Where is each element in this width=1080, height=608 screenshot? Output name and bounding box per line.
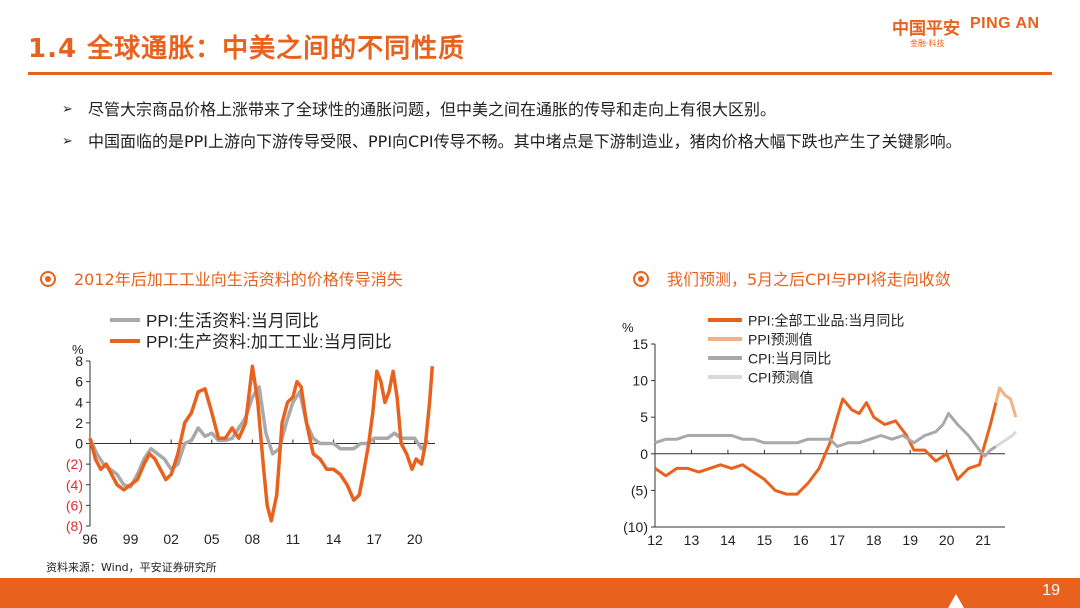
x-tick-label: 21 xyxy=(975,532,991,548)
series-line-1 xyxy=(88,385,430,489)
source-note: 资料来源：Wind，平安证券研究所 xyxy=(46,561,217,574)
y-tick-label: (5) xyxy=(631,482,648,498)
x-tick-label: 17 xyxy=(830,532,846,548)
header-divider xyxy=(28,72,1052,75)
series-line-1 xyxy=(654,397,998,496)
page-number: 19 xyxy=(1042,582,1060,599)
x-tick-label: 13 xyxy=(684,532,700,548)
y-tick-label: 10 xyxy=(632,373,648,389)
series-line-2 xyxy=(994,386,1018,418)
legend-label: CPI:当月同比 xyxy=(748,350,831,366)
y-tick-label: (4) xyxy=(66,477,83,493)
bullet-text: 中国面临的是PPI上游向下游传导受限、PPI向CPI传导不畅。其中堵点是下游制造… xyxy=(88,132,962,151)
arrow-right-icon: ➢ xyxy=(62,102,73,117)
y-tick-label: (2) xyxy=(66,456,83,472)
legend-label: PPI:全部工业品:当月同比 xyxy=(748,312,904,328)
logo-subtitle: 金融·科技 xyxy=(910,39,945,48)
legend-label: CPI预测值 xyxy=(748,369,813,385)
x-tick-label: 20 xyxy=(939,532,955,548)
page-title: 1.4 全球通胀：中美之间的不同性质 xyxy=(28,34,466,64)
y-tick-label: 4 xyxy=(75,394,83,410)
x-tick-label: 05 xyxy=(204,531,220,547)
x-tick-label: 02 xyxy=(163,531,179,547)
x-tick-label: 18 xyxy=(866,532,882,548)
y-tick-label: (6) xyxy=(66,497,83,513)
arrow-right-icon: ➢ xyxy=(62,134,73,149)
x-tick-label: 11 xyxy=(286,531,301,547)
footer-bar xyxy=(0,578,1080,608)
target-icon xyxy=(633,271,649,287)
chart-2-title-text: 我们预测，5月之后CPI与PPI将走向收敛 xyxy=(667,270,951,289)
x-tick-label: 14 xyxy=(720,532,736,548)
y-tick-label: 0 xyxy=(640,446,648,462)
y-tick-label: 15 xyxy=(632,336,648,352)
pingan-logo: 中国平安 PING AN 金融·科技 xyxy=(892,14,1062,54)
y-unit-label: % xyxy=(72,342,84,357)
bullet-item: ➢ 尽管大宗商品价格上涨带来了全球性的通胀问题，但中美之间在通胀的传导和走向上有… xyxy=(62,94,1052,126)
x-tick-label: 12 xyxy=(647,532,663,548)
bullet-item: ➢ 中国面临的是PPI上游向下游传导受限、PPI向CPI传导不畅。其中堵点是下游… xyxy=(62,126,1052,158)
bullet-text: 尽管大宗商品价格上涨带来了全球性的通胀问题，但中美之间在通胀的传导和走向上有很大… xyxy=(88,100,777,119)
chart-2-title: 我们预测，5月之后CPI与PPI将走向收敛 xyxy=(633,266,951,290)
chart-1-title-text: 2012年后加工工业向生活资料的价格传导消失 xyxy=(74,270,403,289)
x-tick-label: 96 xyxy=(82,531,98,547)
target-icon xyxy=(40,271,56,287)
y-tick-label: 8 xyxy=(75,353,83,369)
y-unit-label: % xyxy=(622,320,634,335)
y-tick-label: 6 xyxy=(75,374,83,390)
x-tick-label: 08 xyxy=(245,531,261,547)
x-tick-label: 20 xyxy=(407,531,423,547)
chart-1-title: 2012年后加工工业向生活资料的价格传导消失 xyxy=(40,266,403,290)
x-tick-label: 14 xyxy=(326,531,342,547)
logo-english-text: PING AN xyxy=(970,15,1040,32)
footer-mark-icon xyxy=(948,594,964,608)
x-tick-label: 15 xyxy=(757,532,773,548)
legend-label: PPI:生产资料:加工工业:当月同比 xyxy=(146,332,392,351)
x-tick-label: 99 xyxy=(123,531,139,547)
bullet-list: ➢ 尽管大宗商品价格上涨带来了全球性的通胀问题，但中美之间在通胀的传导和走向上有… xyxy=(62,94,1052,158)
series-line-4 xyxy=(995,430,1017,448)
series-line-2 xyxy=(88,364,435,523)
y-tick-label: (8) xyxy=(66,518,83,534)
series-line-3 xyxy=(654,412,997,458)
y-tick-label: 0 xyxy=(75,436,83,452)
y-tick-label: 5 xyxy=(640,409,648,425)
y-tick-label: 2 xyxy=(75,415,83,431)
legend-label: PPI:生活资料:当月同比 xyxy=(146,311,319,330)
legend-label: PPI预测值 xyxy=(748,331,813,347)
x-tick-label: 17 xyxy=(366,531,382,547)
x-tick-label: 19 xyxy=(902,532,918,548)
y-tick-label: (10) xyxy=(623,519,648,535)
x-tick-label: 16 xyxy=(793,532,809,548)
logo-chinese-text: 中国平安 xyxy=(892,19,960,39)
